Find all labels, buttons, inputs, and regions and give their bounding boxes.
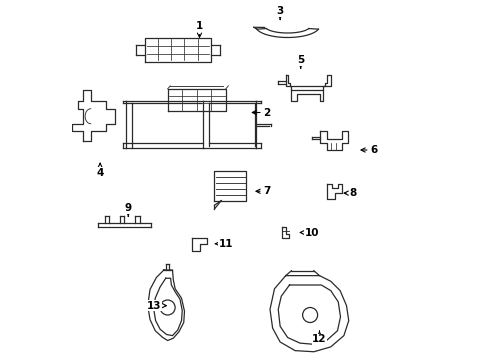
Text: 7: 7 bbox=[256, 186, 270, 196]
Text: 3: 3 bbox=[276, 6, 283, 19]
Text: 6: 6 bbox=[360, 145, 377, 155]
Text: 9: 9 bbox=[124, 203, 132, 216]
Text: 4: 4 bbox=[96, 163, 103, 177]
Circle shape bbox=[160, 300, 175, 315]
Circle shape bbox=[302, 307, 317, 323]
Text: 8: 8 bbox=[344, 188, 356, 198]
Text: 5: 5 bbox=[297, 55, 304, 68]
Text: 12: 12 bbox=[312, 331, 326, 345]
Text: 13: 13 bbox=[147, 301, 166, 311]
Text: 2: 2 bbox=[252, 108, 270, 117]
Text: 11: 11 bbox=[215, 239, 232, 249]
Text: 1: 1 bbox=[196, 21, 203, 37]
Text: 10: 10 bbox=[300, 228, 319, 238]
